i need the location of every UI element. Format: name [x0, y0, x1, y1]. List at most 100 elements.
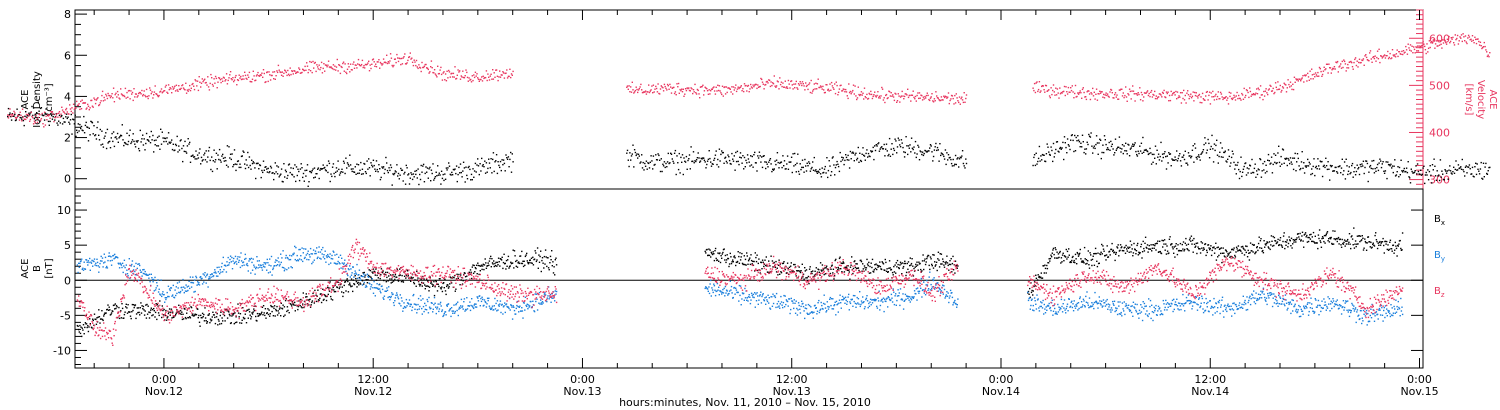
velocity-point	[755, 83, 757, 86]
density-point	[1416, 163, 1419, 165]
density-point	[1447, 178, 1449, 180]
velocity-point	[899, 96, 902, 98]
velocity-point	[1044, 91, 1046, 93]
velocity-point	[428, 72, 430, 74]
field-bx-point	[709, 249, 711, 251]
density-point	[1222, 156, 1224, 158]
field-bx-point	[140, 312, 143, 314]
velocity-point	[1092, 87, 1094, 90]
density-point	[1289, 162, 1291, 165]
field-bx-point	[549, 262, 551, 264]
field-bx-point	[202, 316, 204, 318]
velocity-point	[1032, 87, 1034, 89]
velocity-point	[1263, 95, 1266, 97]
field-bx-point	[446, 285, 448, 288]
density-point	[43, 114, 45, 117]
density-point	[450, 174, 452, 176]
velocity-point	[635, 86, 637, 88]
velocity-point	[780, 81, 783, 83]
field-bx-point	[162, 314, 165, 316]
density-point	[1287, 157, 1289, 160]
density-point	[1116, 147, 1118, 150]
velocity-point	[1088, 90, 1090, 92]
density-point	[1174, 156, 1176, 158]
density-point	[433, 177, 436, 180]
density-point	[1103, 135, 1106, 137]
field-bx-point	[504, 262, 506, 265]
field-bx-point	[797, 270, 800, 272]
density-point	[97, 121, 99, 123]
field-bx-point	[747, 260, 750, 262]
velocity-point	[1130, 98, 1132, 100]
field-bx-point	[531, 262, 533, 264]
density-point	[1472, 175, 1474, 177]
density-point	[1288, 159, 1290, 161]
density-point	[496, 172, 499, 175]
velocity-point	[626, 85, 629, 87]
field-bx-point	[274, 315, 276, 317]
field-bx-point	[352, 290, 354, 293]
density-point	[318, 177, 320, 180]
velocity-point	[827, 89, 829, 91]
field-bx-point	[895, 272, 897, 274]
field-bx-point	[754, 270, 756, 272]
velocity-point	[1033, 82, 1036, 85]
field-bx-point	[829, 272, 832, 275]
density-point	[1120, 151, 1122, 153]
velocity-point	[1444, 39, 1446, 42]
density-point	[690, 146, 692, 148]
field-bx-point	[528, 261, 530, 264]
field-bx-point	[454, 290, 456, 292]
field-bx-point	[1168, 252, 1170, 254]
velocity-point	[1308, 79, 1310, 81]
velocity-point	[404, 63, 407, 65]
density-point	[320, 168, 323, 170]
density-point	[1418, 173, 1420, 175]
field-bx-point	[1202, 247, 1205, 249]
field-bx-point	[1071, 256, 1074, 259]
field-bx-point	[387, 280, 389, 282]
velocity-point	[1058, 97, 1060, 99]
density-point	[701, 158, 703, 160]
density-point	[1228, 155, 1230, 158]
field-bx-point	[1143, 247, 1145, 250]
field-bx-point	[1134, 248, 1136, 250]
field-bx-point	[494, 265, 497, 267]
velocity-point	[335, 66, 338, 68]
density-point	[31, 105, 33, 108]
velocity-point	[867, 98, 869, 100]
field-bx-point	[123, 317, 125, 319]
field-bx-point	[933, 254, 935, 256]
velocity-point	[506, 77, 509, 79]
density-point	[137, 140, 139, 142]
velocity-point	[368, 70, 371, 72]
density-point	[461, 176, 463, 178]
velocity-point	[934, 100, 936, 102]
density-point	[316, 173, 318, 175]
density-point	[1347, 170, 1350, 172]
field-bx-point	[348, 284, 350, 286]
density-point	[1068, 145, 1070, 147]
velocity-point	[1405, 49, 1408, 51]
velocity-point	[1321, 73, 1324, 76]
density-point	[646, 168, 648, 170]
field-bx-point	[429, 276, 431, 278]
velocity-point	[1350, 60, 1352, 63]
density-point	[1145, 148, 1147, 151]
density-point	[40, 107, 43, 109]
field-bx-point	[299, 304, 301, 307]
field-bx-point	[1093, 253, 1095, 255]
density-point	[921, 151, 924, 153]
density-point	[1066, 138, 1069, 140]
velocity-point	[21, 108, 24, 110]
velocity-point	[121, 94, 123, 96]
velocity-point	[436, 76, 438, 78]
field-bx-point	[201, 317, 203, 319]
velocity-point	[1062, 91, 1064, 93]
velocity-point	[334, 65, 336, 67]
density-point	[1081, 134, 1084, 136]
field-bx-point	[353, 283, 356, 286]
density-tick-label: 8	[64, 8, 71, 21]
velocity-point	[735, 84, 737, 86]
field-bx-point	[1179, 250, 1181, 252]
